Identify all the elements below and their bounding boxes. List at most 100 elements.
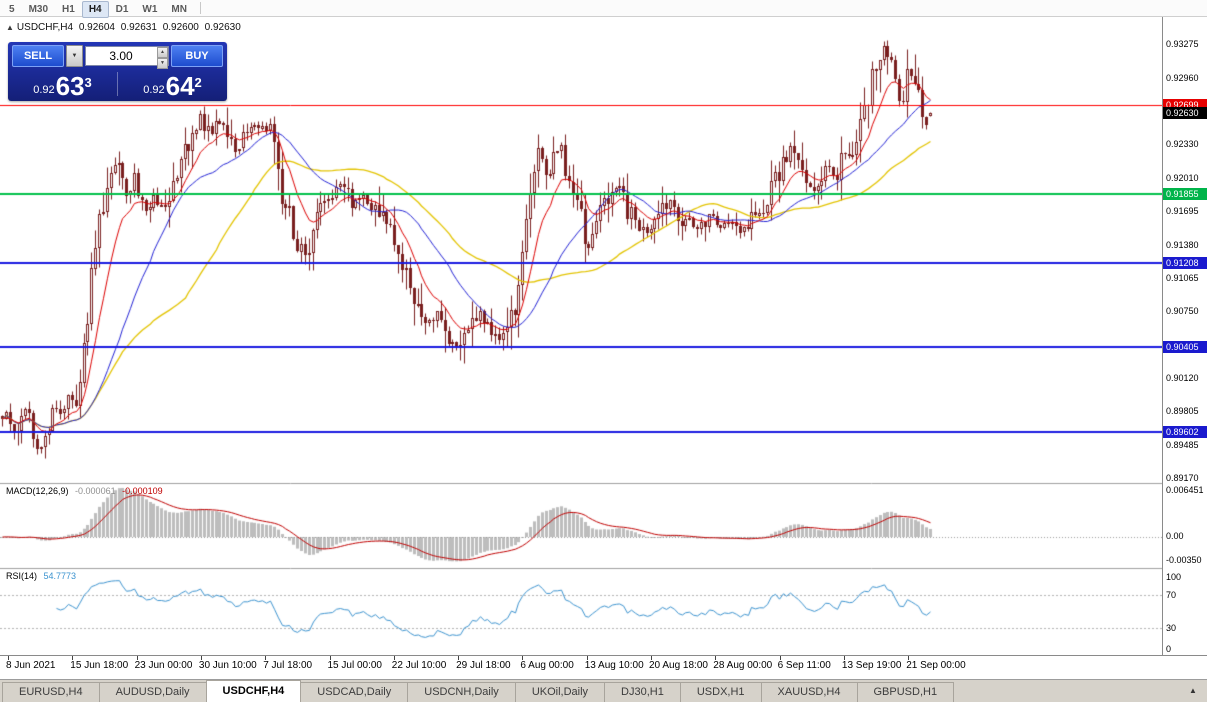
time-axis[interactable]: 8 Jun 2021 15 Jun 18:00 23 Jun 00:00 30 Jun… [0, 655, 1207, 677]
price-tick-label: 0.89805 [1166, 405, 1199, 416]
time-label: 15 Jun 18:00 [70, 660, 129, 671]
timeframe-5[interactable]: 5 [9, 3, 15, 15]
price-tick-label: 0.92960 [1166, 72, 1199, 83]
time-label: 13 Aug 10:00 [584, 660, 644, 671]
tab-usdchf-h4[interactable]: USDCHF,H4 [205, 680, 302, 702]
rsi-value: 54.7773 [43, 571, 77, 581]
price-tick-label: 0.90750 [1166, 306, 1199, 317]
buy-button[interactable]: BUY [171, 45, 223, 67]
timeframe-h4[interactable]: H4 [81, 0, 109, 18]
tab-audusd-daily[interactable]: AUDUSD,Daily [98, 682, 207, 702]
time-label: 15 Jul 00:00 [327, 660, 383, 671]
bar-low-value: 0.92600 [162, 22, 199, 33]
time-tick [843, 656, 845, 660]
rsi-label: RSI(14) 54.7773 [6, 571, 76, 581]
volume-input[interactable] [86, 47, 168, 65]
tab-usdx-h1[interactable]: USDX,H1 [679, 682, 762, 702]
volume-dropdown-button[interactable]: ▼ [66, 45, 83, 67]
time-label: 6 Sep 11:00 [777, 660, 831, 671]
sell-price[interactable]: 0.92 63 3 [8, 70, 117, 100]
price-tick-label: 0.90120 [1166, 372, 1199, 383]
price-badge: 0.91208 [1163, 256, 1207, 269]
time-label: 6 Aug 00:00 [520, 660, 574, 671]
scale-separator [1162, 17, 1163, 655]
price-tick-label: 0.89170 [1166, 472, 1199, 483]
price-badge: 0.92630 [1163, 106, 1207, 119]
buy-price-prefix: 0.92 [143, 84, 165, 96]
timeframe-m30[interactable]: M30 [28, 3, 49, 15]
price-tick-label: 0.91380 [1166, 239, 1199, 250]
time-tick [715, 656, 717, 660]
time-label: 29 Jul 18:00 [456, 660, 511, 671]
rsi-scale-label: 70 [1166, 590, 1177, 601]
chart-title: ▲ USDCHF,H4 0.92604 0.92631 0.92600 0.926… [6, 22, 244, 33]
price-scale[interactable]: 0.93275 0.92960 0.92699 0.92630 0.92330 0.920… [1163, 0, 1207, 702]
buy-price[interactable]: 0.92 64 2 [118, 70, 227, 100]
time-label: 28 Aug 00:00 [713, 660, 773, 671]
price-tick-label: 0.91695 [1166, 206, 1199, 217]
time-tick [393, 656, 395, 660]
time-tick [136, 656, 138, 660]
time-tick [586, 656, 588, 660]
one-click-trading-panel: SELL ▼ ▲ ▼ BUY 0.92 63 3 0.92 64 2 [8, 42, 227, 101]
toolbar-separator [199, 2, 201, 14]
price-tick-label: 0.91065 [1166, 272, 1199, 283]
time-tick [651, 656, 652, 660]
time-label: 23 Jun 00:00 [134, 660, 193, 671]
tab-xauusd-h4[interactable]: XAUUSD,H4 [760, 682, 858, 702]
trade-panel-quotes: 0.92 63 3 0.92 64 2 [8, 70, 227, 100]
time-label: 20 Aug 18:00 [649, 660, 708, 671]
rsi-name: RSI(14) [6, 571, 38, 581]
timeframe-h1[interactable]: H1 [62, 3, 75, 15]
chart-tabs-bar: EURUSD,H4 AUDUSD,Daily USDCHF,H4 USDCAD,Dai… [0, 679, 1207, 702]
price-tick-label: 0.89485 [1166, 439, 1199, 450]
sell-price-main: 63 [55, 71, 85, 101]
timeframe-mn[interactable]: MN [171, 3, 187, 15]
time-tick [200, 656, 202, 660]
sell-price-pipette: 3 [84, 75, 92, 90]
trade-panel-controls: SELL ▼ ▲ ▼ BUY [8, 42, 227, 69]
timeframe-d1[interactable]: D1 [115, 3, 129, 15]
rsi-scale-label: 100 [1166, 572, 1182, 582]
macd-scale-label: -0.00350 [1166, 555, 1202, 565]
tab-gbpusd-h1[interactable]: GBPUSD,H1 [856, 682, 955, 702]
time-tick [522, 656, 524, 660]
macd-name: MACD(12,26,9) [6, 486, 69, 496]
price-badge: 0.91855 [1163, 188, 1207, 201]
chart-icon: ▲ [6, 23, 14, 32]
time-label: 30 Jun 10:00 [198, 660, 257, 671]
time-label: 22 Jul 10:00 [391, 660, 447, 671]
timeframe-w1[interactable]: W1 [142, 3, 158, 15]
volume-spinner: ▲ ▼ [157, 47, 168, 69]
volume-increase-button[interactable]: ▲ [157, 47, 168, 58]
volume-field-wrap: ▲ ▼ [85, 46, 169, 69]
time-tick [329, 656, 331, 660]
tab-ukoil-daily[interactable]: UKOil,Daily [514, 682, 606, 702]
buy-price-pipette: 2 [194, 75, 202, 90]
price-badge: 0.89602 [1163, 426, 1207, 439]
tab-usdcad-daily[interactable]: USDCAD,Daily [300, 682, 409, 702]
bar-close-value: 0.92630 [204, 22, 241, 33]
time-tick [458, 656, 460, 660]
tab-eurusd-h4[interactable]: EURUSD,H4 [2, 682, 100, 702]
macd-value-main: -0.000061 [75, 486, 116, 496]
time-tick [779, 656, 781, 660]
price-badge: 0.90405 [1163, 341, 1207, 354]
chart-symbol-period: USDCHF,H4 [16, 22, 74, 33]
volume-decrease-button[interactable]: ▼ [157, 58, 168, 69]
price-tick-label: 0.92330 [1166, 139, 1199, 150]
time-label: 7 Jul 18:00 [263, 660, 313, 671]
tab-dj30-h1[interactable]: DJ30,H1 [604, 682, 681, 702]
macd-label: MACD(12,26,9) -0.000061 -0.000109 [6, 486, 163, 496]
sell-price-prefix: 0.92 [33, 84, 55, 96]
time-tick [8, 656, 9, 660]
quote-divider [117, 72, 118, 96]
tab-scroll-button[interactable]: ▲ [1189, 686, 1197, 695]
sell-button[interactable]: SELL [12, 45, 64, 67]
timeframe-buttons: 5 M30 H1 H4 D1 W1 MN [2, 0, 194, 18]
price-chart-canvas[interactable] [0, 18, 1162, 655]
tab-usdcnh-daily[interactable]: USDCNH,Daily [407, 682, 516, 702]
time-tick [72, 656, 74, 660]
macd-scale-label: 0.00 [1166, 531, 1184, 541]
